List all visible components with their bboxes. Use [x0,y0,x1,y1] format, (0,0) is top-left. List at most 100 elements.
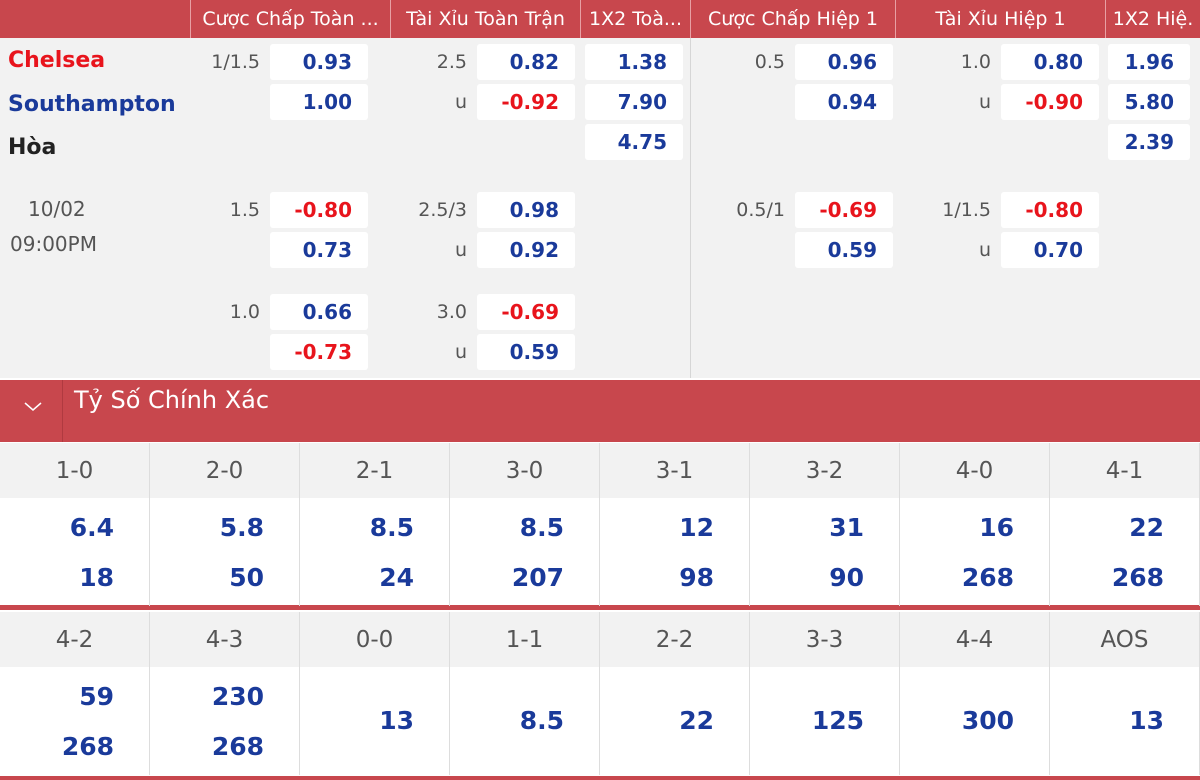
score-label: 4-2 [0,612,150,667]
score-odds[interactable]: 8.5 [369,513,414,542]
odds-box[interactable]: -0.80 [1001,192,1099,228]
odds-box[interactable]: 1.00 [270,84,368,120]
column-header: 1X2 Toà... [580,0,690,38]
score-odds[interactable]: 8.5 [519,706,564,735]
odds-box[interactable]: 0.82 [477,44,575,80]
score-cell [150,667,300,775]
score-odds[interactable]: 8.5 [519,513,564,542]
score-odds[interactable]: 31 [829,513,864,542]
odds-box[interactable]: 0.80 [1001,44,1099,80]
score-label: 3-1 [600,443,750,498]
score-label: 2-0 [150,443,300,498]
home-team: Chelsea [8,48,106,73]
score-odds[interactable]: 268 [211,732,264,761]
chevron-icon[interactable] [22,398,44,414]
odds-box[interactable]: 0.92 [477,232,575,268]
line-value: 2.5/3 [418,199,467,221]
line-value: 0.5/1 [736,199,785,221]
score-odds[interactable]: 6.4 [69,513,114,542]
under-label: u [978,91,991,113]
line-value: 2.5 [436,51,467,73]
draw: Hòa [8,135,57,160]
odds-box[interactable]: -0.80 [270,192,368,228]
score-odds[interactable]: 5.8 [219,513,264,542]
score-odds[interactable]: 13 [379,706,414,735]
odds-box[interactable]: 4.75 [585,124,683,160]
score-odds[interactable]: 268 [1111,563,1164,592]
score-odds[interactable]: 22 [679,706,714,735]
score-odds[interactable]: 59 [79,682,114,711]
column-header: Tài Xỉu Hiệp 1 [895,0,1105,38]
column-header: 1X2 Hiệ. [1105,0,1200,38]
score-label: 4-1 [1050,443,1200,498]
odds-box[interactable]: 0.66 [270,294,368,330]
column-header: Cược Chấp Hiệp 1 [690,0,895,38]
score-cell [450,667,600,775]
score-odds[interactable]: 125 [811,706,864,735]
score-odds[interactable]: 268 [61,732,114,761]
score-label: 3-2 [750,443,900,498]
score-cell [300,667,450,775]
odds-box[interactable]: 1.96 [1108,44,1190,80]
odds-box[interactable]: 0.94 [795,84,893,120]
score-odds[interactable]: 16 [979,513,1014,542]
odds-box[interactable]: 0.59 [795,232,893,268]
header-blank [0,0,190,38]
odds-box[interactable]: 7.90 [585,84,683,120]
odds-box[interactable]: 0.96 [795,44,893,80]
score-cell [600,667,750,775]
column-header: Cược Chấp Toàn ... [190,0,390,38]
odds-box[interactable]: 0.93 [270,44,368,80]
odds-box[interactable]: 5.80 [1108,84,1190,120]
odds-box[interactable]: -0.69 [795,192,893,228]
score-odds[interactable]: 24 [379,563,414,592]
score-odds[interactable]: 12 [679,513,714,542]
score-label: 4-3 [150,612,300,667]
line-value: 1.5 [229,199,260,221]
odds-box[interactable]: 0.98 [477,192,575,228]
odds-box[interactable]: 0.70 [1001,232,1099,268]
score-cell [600,498,750,606]
match-date: 10/02 [28,197,86,221]
score-label: 3-3 [750,612,900,667]
score-odds[interactable]: 300 [961,706,1014,735]
score-odds[interactable]: 207 [511,563,564,592]
odds-box[interactable]: -0.92 [477,84,575,120]
line-value: 1/1.5 [211,51,260,73]
score-odds[interactable]: 13 [1129,706,1164,735]
score-odds[interactable]: 268 [961,563,1014,592]
odds-box[interactable]: 0.73 [270,232,368,268]
odds-box[interactable]: -0.73 [270,334,368,370]
line-value: 1.0 [229,301,260,323]
under-label: u [454,239,467,261]
odds-box[interactable]: 0.59 [477,334,575,370]
away-team: Southampton [8,92,176,117]
score-label: 1-1 [450,612,600,667]
line-value: 3.0 [436,301,467,323]
score-odds[interactable]: 50 [229,563,264,592]
line-value: 1/1.5 [942,199,991,221]
score-label: 0-0 [300,612,450,667]
odds-box[interactable]: -0.90 [1001,84,1099,120]
odds-box[interactable]: -0.69 [477,294,575,330]
line-value: 1.0 [960,51,991,73]
score-odds[interactable]: 18 [79,563,114,592]
score-label: 4-0 [900,443,1050,498]
score-label: 4-4 [900,612,1050,667]
score-cell [450,498,600,606]
section-title: Tỷ Số Chính Xác [74,386,270,414]
section-header[interactable] [0,380,1200,442]
odds-box[interactable]: 1.38 [585,44,683,80]
score-odds[interactable]: 22 [1129,513,1164,542]
odds-box[interactable]: 2.39 [1108,124,1190,160]
score-odds[interactable]: 90 [829,563,864,592]
score-label: AOS [1050,612,1200,667]
score-label: 1-0 [0,443,150,498]
score-cell [0,667,150,775]
score-odds[interactable]: 230 [211,682,264,711]
score-label: 2-2 [600,612,750,667]
section-divider [62,380,63,442]
score-odds[interactable]: 98 [679,563,714,592]
under-label: u [454,341,467,363]
